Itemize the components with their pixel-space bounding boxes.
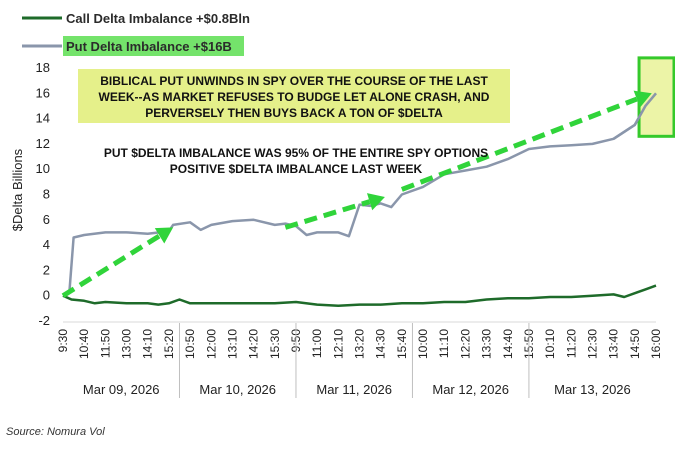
legend: Call Delta Imbalance +$0.8Bln Put Delta … xyxy=(22,11,250,56)
x-tick-label: 12:30 xyxy=(585,329,599,359)
x-tick-label: 14:30 xyxy=(374,329,388,359)
date-label: Mar 09, 2026 xyxy=(83,382,160,397)
x-tick-label: 13:10 xyxy=(225,329,239,359)
x-tick-label: 10:50 xyxy=(183,329,197,359)
date-label: Mar 12, 2026 xyxy=(432,382,509,397)
y-tick-label: 4 xyxy=(43,237,50,252)
y-ticks: -2 0 2 4 6 8 10 12 14 16 18 xyxy=(36,60,50,328)
headline-box xyxy=(78,69,510,123)
plot-area xyxy=(61,56,675,323)
trend-arrow-head xyxy=(366,193,385,211)
trend-arrow-line xyxy=(400,96,638,192)
y-tick-label: 8 xyxy=(43,187,50,202)
x-tick-label: 10:40 xyxy=(77,329,91,359)
x-tick-label: 11:10 xyxy=(437,329,451,358)
headline-line-2: WEEK--AS MARKET REFUSES TO BUDGE LET ALO… xyxy=(99,90,490,104)
x-tick-label: 10:00 xyxy=(416,329,430,359)
x-tick-label: 14:50 xyxy=(628,329,642,359)
y-tick-label: 16 xyxy=(36,85,50,100)
source-note: Source: Nomura Vol xyxy=(6,426,105,438)
note-line-1: PUT $DELTA IMBALANCE WAS 95% OF THE ENTI… xyxy=(104,146,488,160)
legend-call-label: Call Delta Imbalance +$0.8Bln xyxy=(66,11,250,26)
headline-line-1: BIBLICAL PUT UNWINDS IN SPY OVER THE COU… xyxy=(100,74,488,88)
x-ticks: 9:30 10:40 11:50 13:00 14:10 15:20 10:50 12:00 1… xyxy=(56,329,663,359)
y-axis-label: $Delta Billions xyxy=(10,148,25,231)
x-tick-label: 12:10 xyxy=(331,329,345,359)
y-tick-label: 10 xyxy=(36,161,50,176)
x-tick-label: 14:20 xyxy=(247,329,261,359)
x-tick-label: 13:20 xyxy=(353,329,367,359)
x-tick-label: 15:30 xyxy=(268,329,282,359)
trend-arrow-head xyxy=(154,227,174,244)
headline-line-3: PERVERSELY THEN BUYS BACK A TON OF $DELT… xyxy=(145,106,443,120)
x-tick-label: 11:00 xyxy=(310,329,324,358)
y-tick-label: -2 xyxy=(38,313,50,328)
x-tick-label: 13:00 xyxy=(120,329,134,359)
call-delta-line xyxy=(62,284,657,308)
y-tick-label: 2 xyxy=(43,262,50,277)
legend-put-label: Put Delta Imbalance +$16B xyxy=(66,39,232,54)
date-label: Mar 10, 2026 xyxy=(199,382,276,397)
y-tick-label: 14 xyxy=(36,111,50,126)
y-tick-label: 0 xyxy=(43,288,50,303)
x-tick-label: 12:00 xyxy=(204,329,218,359)
date-label: Mar 11, 2026 xyxy=(316,382,392,397)
x-tick-label: 14:10 xyxy=(141,329,155,359)
x-tick-label: 13:30 xyxy=(480,329,494,359)
x-tick-label: 10:10 xyxy=(543,329,557,359)
y-tick-label: 18 xyxy=(36,60,50,75)
legend-put-highlight xyxy=(63,36,244,56)
x-tick-label: 9:30 xyxy=(56,329,70,353)
x-tick-label: 13:40 xyxy=(607,329,621,359)
put-delta-line-tail xyxy=(612,92,657,140)
x-tick-label: 12:20 xyxy=(458,329,472,359)
x-tick-label: 14:40 xyxy=(501,329,515,359)
trend-arrow-line xyxy=(284,199,371,230)
trend-arrow-head xyxy=(633,90,652,108)
date-label: Mar 13, 2026 xyxy=(554,382,631,397)
trend-arrow-line xyxy=(61,233,161,298)
annotations: BIBLICAL PUT UNWINDS IN SPY OVER THE COU… xyxy=(78,69,510,176)
date-labels: Mar 09, 2026 Mar 10, 2026 Mar 11, 2026 Mar … xyxy=(83,323,631,398)
y-tick-label: 6 xyxy=(43,212,50,227)
x-tick-label: 11:20 xyxy=(564,329,578,358)
note-line-2: POSITIVE $DELTA IMBALANCE LAST WEEK xyxy=(170,162,423,176)
x-tick-label: 16:00 xyxy=(649,329,663,359)
put-delta-line xyxy=(62,92,657,296)
y-tick-label: 12 xyxy=(36,136,50,151)
x-tick-label: 15:20 xyxy=(162,329,176,359)
x-tick-label: 15:40 xyxy=(395,329,409,359)
x-tick-label: 11:50 xyxy=(98,329,112,358)
